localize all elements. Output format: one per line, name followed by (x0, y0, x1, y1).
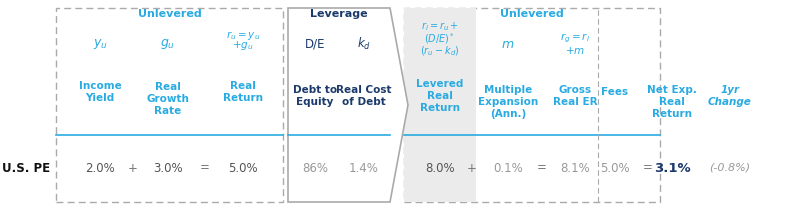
Text: Net Exp.
Real
Return: Net Exp. Real Return (647, 85, 697, 119)
Text: 5.0%: 5.0% (228, 162, 258, 174)
Text: $r_l = r_u +$: $r_l = r_u +$ (421, 21, 459, 33)
Text: $r_u = y_u$: $r_u = y_u$ (226, 28, 260, 42)
Text: $+ m$: $+ m$ (565, 45, 585, 56)
Text: $m$: $m$ (502, 38, 514, 50)
Text: 1.4%: 1.4% (349, 162, 379, 174)
Text: Unlevered: Unlevered (500, 9, 564, 19)
Text: Income
Yield: Income Yield (78, 81, 122, 103)
Polygon shape (404, 8, 476, 202)
Text: $r_g = r_l$: $r_g = r_l$ (560, 31, 590, 45)
Text: 86%: 86% (302, 162, 328, 174)
Text: (-0.8%): (-0.8%) (710, 163, 750, 173)
Text: U.S. PE: U.S. PE (2, 162, 50, 174)
Text: D/E: D/E (305, 38, 326, 50)
Text: 0.1%: 0.1% (493, 162, 523, 174)
Text: 3.0%: 3.0% (153, 162, 183, 174)
Text: Fees: Fees (602, 87, 629, 97)
Text: =: = (643, 162, 653, 174)
Text: Multiple
Expansion
(Ann.): Multiple Expansion (Ann.) (478, 85, 538, 119)
Text: Real Cost
of Debt: Real Cost of Debt (336, 85, 392, 107)
Polygon shape (288, 8, 408, 202)
Text: $y_u$: $y_u$ (93, 37, 107, 51)
Text: 3.1%: 3.1% (654, 162, 690, 174)
Text: $k_d$: $k_d$ (357, 36, 371, 52)
Text: $(D/E)^*$: $(D/E)^*$ (425, 32, 455, 46)
Text: Leverage: Leverage (310, 9, 368, 19)
Text: =: = (537, 162, 547, 174)
Text: $(r_u - k_d)$: $(r_u - k_d)$ (420, 44, 460, 58)
Text: Real
Growth
Rate: Real Growth Rate (146, 82, 190, 116)
Text: 8.0%: 8.0% (425, 162, 455, 174)
Text: Real
Return: Real Return (223, 81, 263, 103)
Text: Levered
Real
Return: Levered Real Return (416, 79, 464, 113)
Text: 8.1%: 8.1% (560, 162, 590, 174)
Text: 1yr
Change: 1yr Change (708, 85, 752, 107)
Text: =: = (200, 162, 210, 174)
Text: 2.0%: 2.0% (85, 162, 115, 174)
Text: 5.0%: 5.0% (600, 162, 630, 174)
Text: Debt to
Equity: Debt to Equity (293, 85, 337, 107)
Text: +: + (128, 162, 138, 174)
Text: Unlevered: Unlevered (138, 9, 202, 19)
Text: $+ g_u$: $+ g_u$ (232, 39, 254, 53)
Text: $g_u$: $g_u$ (161, 37, 175, 51)
Text: +: + (467, 162, 477, 174)
Text: Gross
Real ER: Gross Real ER (553, 85, 598, 107)
